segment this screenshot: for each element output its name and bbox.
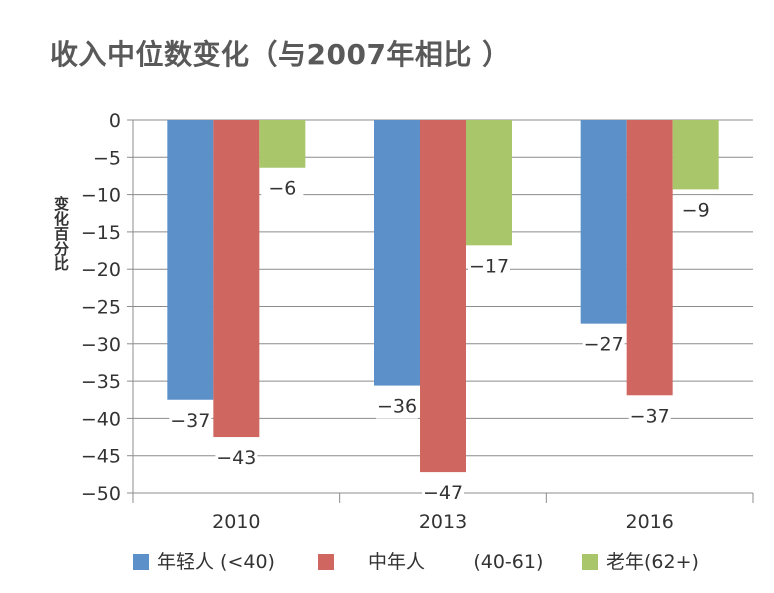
y-tick-label: −25 <box>81 297 121 319</box>
data-label: −6 <box>268 178 296 200</box>
y-tick-label: −45 <box>81 446 121 468</box>
data-label-bg <box>468 251 510 279</box>
legend-label-young: 年轻人 (<40) <box>157 551 275 573</box>
data-label: −27 <box>584 334 624 356</box>
y-tick-label: −50 <box>81 483 121 505</box>
data-label: −36 <box>377 396 417 418</box>
bar-2016-0 <box>580 120 627 324</box>
chart-title: 收入中位数变化（与2007年相比 ） <box>50 38 511 71</box>
data-label: −37 <box>170 410 210 432</box>
data-label-bg <box>582 329 625 357</box>
data-label: −17 <box>469 255 509 277</box>
data-label: −43 <box>216 447 256 469</box>
data-label: −9 <box>682 199 710 221</box>
y-tick-label: −20 <box>81 259 121 281</box>
data-label-bg <box>215 443 258 471</box>
data-label-bg <box>376 391 418 419</box>
legend-swatch-young <box>133 554 149 570</box>
data-label: −37 <box>630 405 670 427</box>
y-tick-label: −40 <box>81 408 121 430</box>
data-label-bg <box>422 478 464 506</box>
data-label-bg <box>628 401 671 429</box>
bar-2016-2 <box>672 120 719 190</box>
y-tick-label: −5 <box>93 147 121 169</box>
bar-2016-1 <box>626 120 673 396</box>
y-axis-label: 变化百分比 <box>52 196 70 271</box>
bar-2010-2 <box>259 120 306 168</box>
y-tick-label: −15 <box>81 222 121 244</box>
legend-label-elderly: 老年(62+) <box>606 551 699 573</box>
legend: 年轻人 (<40) 中年人 (40-61) 老年(62+) <box>0 551 774 575</box>
bar-2013-2 <box>466 120 512 246</box>
x-tick-label: 2016 <box>625 511 673 533</box>
y-tick-label: −30 <box>81 334 121 356</box>
x-tick-label: 2013 <box>419 511 467 533</box>
y-tick-label: −35 <box>81 371 121 393</box>
legend-swatch-middle-aged <box>318 554 334 570</box>
bar-2013-0 <box>374 120 420 386</box>
bar-2010-0 <box>167 120 214 400</box>
bar-2010-1 <box>213 120 260 438</box>
data-label-bg <box>169 405 212 433</box>
y-tick-label: −10 <box>81 185 121 207</box>
y-tick-label: 0 <box>109 110 121 132</box>
x-tick-label: 2010 <box>212 511 260 533</box>
data-label: −47 <box>423 482 463 504</box>
bar-2013-1 <box>420 120 466 473</box>
legend-swatch-elderly <box>582 554 598 570</box>
bar-chart: 0 −5 −10 −15 −20 −25 −30 −35 −40 −45 −50 −37 −43 −6 20… <box>81 110 754 533</box>
data-label-bg <box>674 195 717 223</box>
legend-label-middle-aged: 中年人 (40-61) <box>368 551 544 573</box>
data-label-bg <box>261 173 304 201</box>
